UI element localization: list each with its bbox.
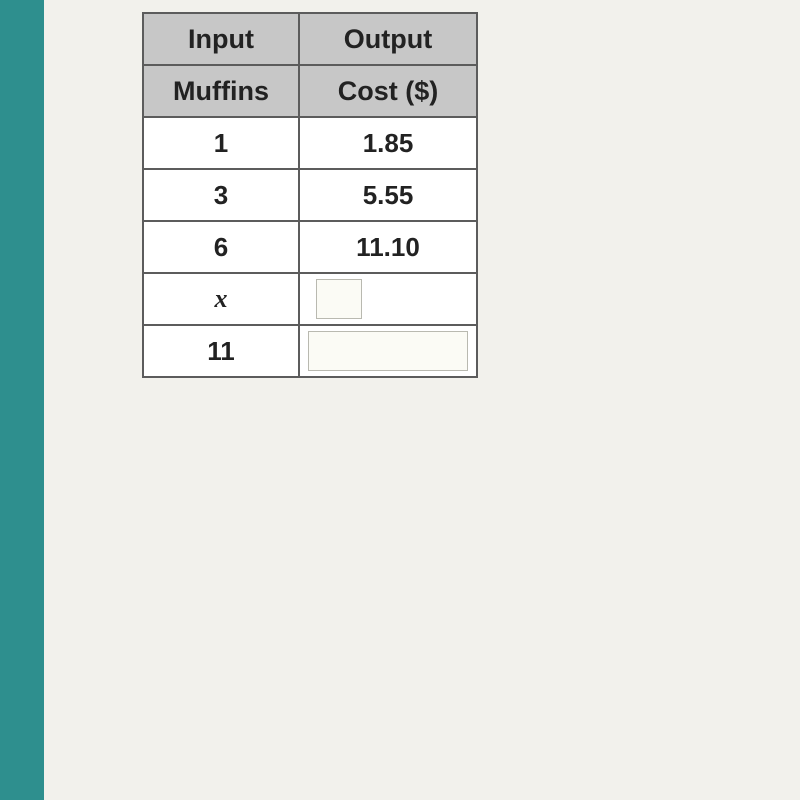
- header-muffins: Muffins: [143, 65, 299, 117]
- cell-output-blank: [299, 325, 477, 377]
- table-row: 6 11.10: [143, 221, 477, 273]
- table-row: x: [143, 273, 477, 325]
- table-row: 3 5.55: [143, 169, 477, 221]
- header-output: Output: [299, 13, 477, 65]
- left-sidebar-accent: [0, 0, 44, 800]
- table-row: 11: [143, 325, 477, 377]
- answer-input-11[interactable]: [308, 331, 468, 371]
- table-body: 1 1.85 3 5.55 6 11.10 x: [143, 117, 477, 377]
- screenshot-frame: Input Output Muffins Cost ($) 1 1.85 3: [0, 0, 800, 800]
- cell-output: 1.85: [299, 117, 477, 169]
- cell-output-blank: [299, 273, 477, 325]
- cell-input: 11: [143, 325, 299, 377]
- table-container: Input Output Muffins Cost ($) 1 1.85 3: [142, 12, 478, 378]
- cell-output: 11.10: [299, 221, 477, 273]
- answer-input-x[interactable]: [316, 279, 362, 319]
- content-area: Input Output Muffins Cost ($) 1 1.85 3: [44, 0, 800, 800]
- header-cost: Cost ($): [299, 65, 477, 117]
- header-input: Input: [143, 13, 299, 65]
- table-header-row-2: Muffins Cost ($): [143, 65, 477, 117]
- table-row: 1 1.85: [143, 117, 477, 169]
- table-header-row-1: Input Output: [143, 13, 477, 65]
- cell-input: 3: [143, 169, 299, 221]
- muffin-cost-table: Input Output Muffins Cost ($) 1 1.85 3: [142, 12, 478, 378]
- cell-output: 5.55: [299, 169, 477, 221]
- cell-input: 6: [143, 221, 299, 273]
- cell-input: 1: [143, 117, 299, 169]
- cell-input-x: x: [143, 273, 299, 325]
